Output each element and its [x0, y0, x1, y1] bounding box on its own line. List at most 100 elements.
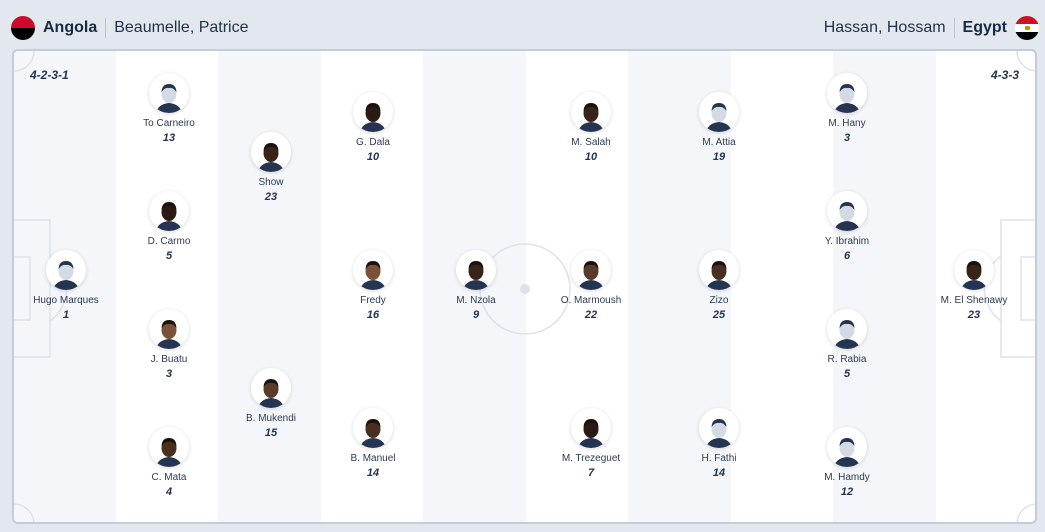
player-name: M. Nzola [456, 295, 496, 306]
player-home[interactable]: Show 23 [216, 132, 326, 203]
player-name: G. Dala [356, 137, 390, 148]
player-home[interactable]: To Carneiro 13 [114, 73, 224, 144]
player-photo-icon [251, 368, 291, 408]
player-photo-icon [456, 250, 496, 290]
player-silhouette-icon [827, 309, 867, 349]
player-number: 16 [366, 309, 380, 321]
player-name: H. Fathi [701, 453, 737, 464]
home-formation: 4-2-3-1 [30, 68, 69, 82]
player-away[interactable]: M. Salah 10 [536, 92, 646, 163]
player-away[interactable]: R. Rabia 5 [792, 309, 902, 380]
player-number: 5 [165, 250, 173, 262]
player-number: 22 [584, 309, 598, 321]
player-number: 23 [967, 309, 981, 321]
player-home[interactable]: C. Mata 4 [114, 427, 224, 498]
player-name: Show [258, 177, 284, 188]
player-name: M. Hany [828, 118, 866, 129]
player-name: M. Hamdy [824, 472, 870, 483]
player-number: 9 [472, 309, 480, 321]
player-home[interactable]: Fredy 16 [318, 250, 428, 321]
player-silhouette-icon [699, 408, 739, 448]
player-name: To Carneiro [143, 118, 195, 129]
player-number: 14 [366, 467, 380, 479]
player-photo-icon [149, 309, 189, 349]
player-home[interactable]: Hugo Marques 1 [14, 250, 121, 321]
player-photo-icon [571, 408, 611, 448]
player-photo-icon [353, 250, 393, 290]
player-silhouette-icon [827, 73, 867, 113]
player-number: 23 [264, 191, 278, 203]
player-away[interactable]: M. Trezeguet 7 [536, 408, 646, 479]
player-name: C. Mata [151, 472, 187, 483]
lineup-pitch: 4-2-3-1 4-3-3 Hugo Marques 1 To Carneiro 13… [12, 49, 1037, 524]
player-name: M. El Shenawy [940, 295, 1008, 306]
player-number: 7 [587, 467, 595, 479]
player-silhouette-icon [46, 250, 86, 290]
divider [953, 18, 955, 38]
player-name: R. Rabia [827, 354, 867, 365]
angola-flag-icon [11, 16, 35, 40]
player-away[interactable]: M. El Shenawy 23 [919, 250, 1029, 321]
player-number: 4 [165, 486, 173, 498]
player-away[interactable]: M. Hamdy 12 [792, 427, 902, 498]
player-name: M. Trezeguet [561, 453, 621, 464]
player-number: 25 [712, 309, 726, 321]
home-coach-name: Beaumelle, Patrice [114, 19, 249, 36]
player-home[interactable]: B. Mukendi 15 [216, 368, 326, 439]
player-name: B. Manuel [350, 453, 396, 464]
egypt-flag-icon [1015, 16, 1039, 40]
player-name: B. Mukendi [245, 413, 297, 424]
pitch-stripe [218, 51, 321, 522]
player-photo-icon [353, 92, 393, 132]
away-formation: 4-3-3 [990, 68, 1019, 82]
player-number: 3 [165, 368, 173, 380]
player-photo-icon [699, 250, 739, 290]
player-number: 10 [584, 151, 598, 163]
player-home[interactable]: M. Nzola 9 [421, 250, 531, 321]
player-home[interactable]: J. Buatu 3 [114, 309, 224, 380]
player-away[interactable]: M. Hany 3 [792, 73, 902, 144]
player-photo-icon [954, 250, 994, 290]
player-name: M. Salah [571, 137, 611, 148]
away-coach-name: Hassan, Hossam [823, 19, 946, 36]
player-away[interactable]: H. Fathi 14 [664, 408, 774, 479]
player-away[interactable]: O. Marmoush 22 [536, 250, 646, 321]
player-silhouette-icon [827, 191, 867, 231]
player-photo-icon [149, 427, 189, 467]
away-team-header: Hassan, Hossam Egypt [824, 14, 1039, 42]
player-number: 1 [62, 309, 70, 321]
player-home[interactable]: G. Dala 10 [318, 92, 428, 163]
player-number: 5 [843, 368, 851, 380]
player-photo-icon [571, 92, 611, 132]
player-number: 13 [162, 132, 176, 144]
divider [105, 18, 107, 38]
player-silhouette-icon [827, 427, 867, 467]
player-name: Hugo Marques [33, 295, 99, 306]
player-name: M. Attia [702, 137, 736, 148]
player-name: Y. Ibrahim [824, 236, 870, 247]
player-name: O. Marmoush [560, 295, 622, 306]
player-number: 6 [843, 250, 851, 262]
player-photo-icon [251, 132, 291, 172]
player-home[interactable]: D. Carmo 5 [114, 191, 224, 262]
player-away[interactable]: Zizo 25 [664, 250, 774, 321]
player-name: J. Buatu [150, 354, 188, 365]
player-away[interactable]: Y. Ibrahim 6 [792, 191, 902, 262]
player-name: Zizo [709, 295, 729, 306]
player-number: 19 [712, 151, 726, 163]
player-number: 3 [843, 132, 851, 144]
home-team-name[interactable]: Angola [43, 19, 98, 36]
player-silhouette-icon [149, 73, 189, 113]
player-away[interactable]: M. Attia 19 [664, 92, 774, 163]
player-number: 15 [264, 427, 278, 439]
away-team-name[interactable]: Egypt [962, 19, 1007, 36]
player-photo-icon [571, 250, 611, 290]
player-silhouette-icon [699, 92, 739, 132]
player-photo-icon [353, 408, 393, 448]
pitch-markings [14, 51, 1035, 522]
player-name: D. Carmo [147, 236, 191, 247]
player-home[interactable]: B. Manuel 14 [318, 408, 428, 479]
home-team-header: Angola Beaumelle, Patrice [11, 14, 249, 42]
player-number: 12 [840, 486, 854, 498]
player-name: Fredy [360, 295, 386, 306]
